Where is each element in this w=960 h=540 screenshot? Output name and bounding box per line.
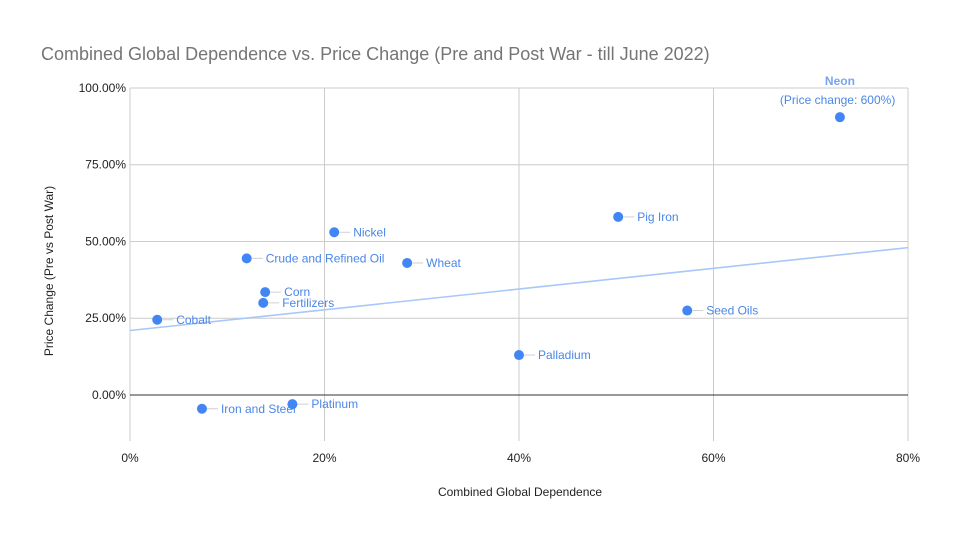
data-point bbox=[613, 211, 624, 222]
data-label: Corn bbox=[284, 285, 310, 299]
data-point bbox=[241, 253, 252, 264]
data-point bbox=[682, 305, 693, 316]
data-point bbox=[834, 112, 845, 123]
data-point bbox=[260, 287, 271, 298]
y-tick-label: 100.00% bbox=[79, 81, 127, 95]
data-label: Wheat bbox=[426, 256, 461, 270]
data-label: Cobalt bbox=[176, 313, 211, 327]
data-point bbox=[258, 297, 269, 308]
data-point bbox=[152, 314, 163, 325]
y-tick-label: 25.00% bbox=[85, 311, 126, 325]
data-labels: Neon (Price change: 600%) Pig Iron Nickel Cr… bbox=[162, 74, 895, 416]
x-tick-label: 20% bbox=[312, 451, 336, 465]
y-tick-label: 0.00% bbox=[92, 388, 126, 402]
data-point bbox=[329, 227, 340, 238]
x-tick-label: 60% bbox=[701, 451, 725, 465]
data-label: Platinum bbox=[311, 397, 358, 411]
gridlines bbox=[129, 87, 909, 441]
data-label: Neon bbox=[825, 74, 855, 88]
trendline-layer bbox=[129, 246, 909, 332]
data-label: Pig Iron bbox=[637, 210, 678, 224]
data-point bbox=[287, 399, 298, 410]
x-tick-label: 40% bbox=[507, 451, 531, 465]
x-tick-label: 80% bbox=[896, 451, 920, 465]
data-annotation: (Price change: 600%) bbox=[780, 93, 895, 107]
data-label: Fertilizers bbox=[282, 296, 334, 310]
x-axis-title: Combined Global Dependence bbox=[438, 485, 602, 499]
data-label: Seed Oils bbox=[706, 304, 758, 318]
y-axis-title: Price Change (Pre vs Post War) bbox=[42, 186, 56, 356]
data-label: Crude and Refined Oil bbox=[266, 251, 385, 265]
data-point bbox=[514, 350, 524, 361]
data-label: Palladium bbox=[538, 348, 591, 362]
data-point bbox=[402, 257, 413, 268]
y-tick-label: 75.00% bbox=[85, 158, 126, 172]
chart-title: Combined Global Dependence vs. Price Cha… bbox=[41, 44, 710, 64]
data-label: Nickel bbox=[353, 225, 386, 239]
trendline bbox=[129, 246, 909, 332]
data-point bbox=[196, 403, 207, 414]
y-tick-label: 50.00% bbox=[85, 234, 126, 248]
data-label: Iron and Steel bbox=[221, 402, 296, 416]
x-tick-label: 0% bbox=[121, 451, 139, 465]
data-points bbox=[152, 112, 845, 414]
axes: 0% 20% 40% 60% 80% 0.00% 25.00% 50.00% 75.00% 100… bbox=[79, 81, 921, 465]
